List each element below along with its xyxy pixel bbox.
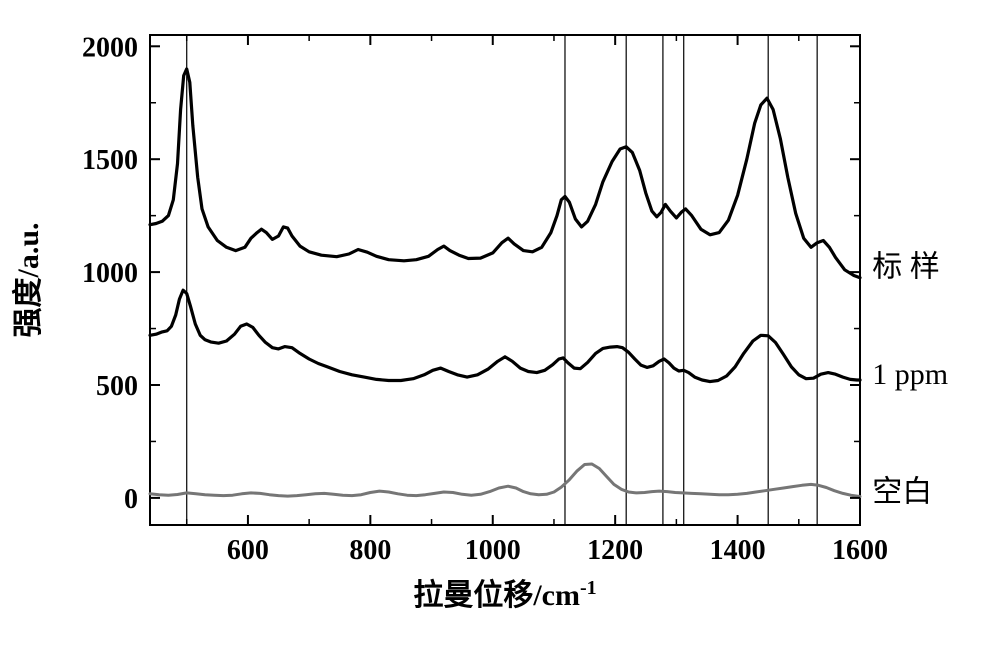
y-tick-label: 2000 [82,32,138,63]
x-tick-label: 1600 [832,535,888,566]
raman-spectrum-chart: 标 样 1 ppm 空白 600 800 1000 1200 1400 1600 0 500 1000… [0,0,1000,660]
series-label-1ppm: 1 ppm [872,358,948,391]
y-axis-title: 强度/a.u. [12,222,45,337]
x-tick-label: 1200 [587,535,643,566]
series-标样 [150,69,860,278]
y-tick-label: 500 [96,371,138,402]
x-tick-label: 800 [349,535,391,566]
series-空白 [150,464,860,497]
series-1ppm [150,290,860,381]
y-tick-label: 1000 [82,258,138,289]
series-label-标样: 标 样 [872,251,940,284]
x-axis-title: 拉曼位移/cm-1 [413,577,596,612]
plot-frame [150,35,860,525]
x-tick-label: 1400 [710,535,766,566]
chart-svg: 标 样 1 ppm 空白 600 800 1000 1200 1400 1600 0 500 1000… [0,0,1000,660]
y-tick-label: 0 [124,484,138,515]
x-tick-label: 1000 [465,535,521,566]
x-tick-label: 600 [227,535,269,566]
y-tick-label: 1500 [82,145,138,176]
series-label-空白: 空白 [872,475,932,508]
